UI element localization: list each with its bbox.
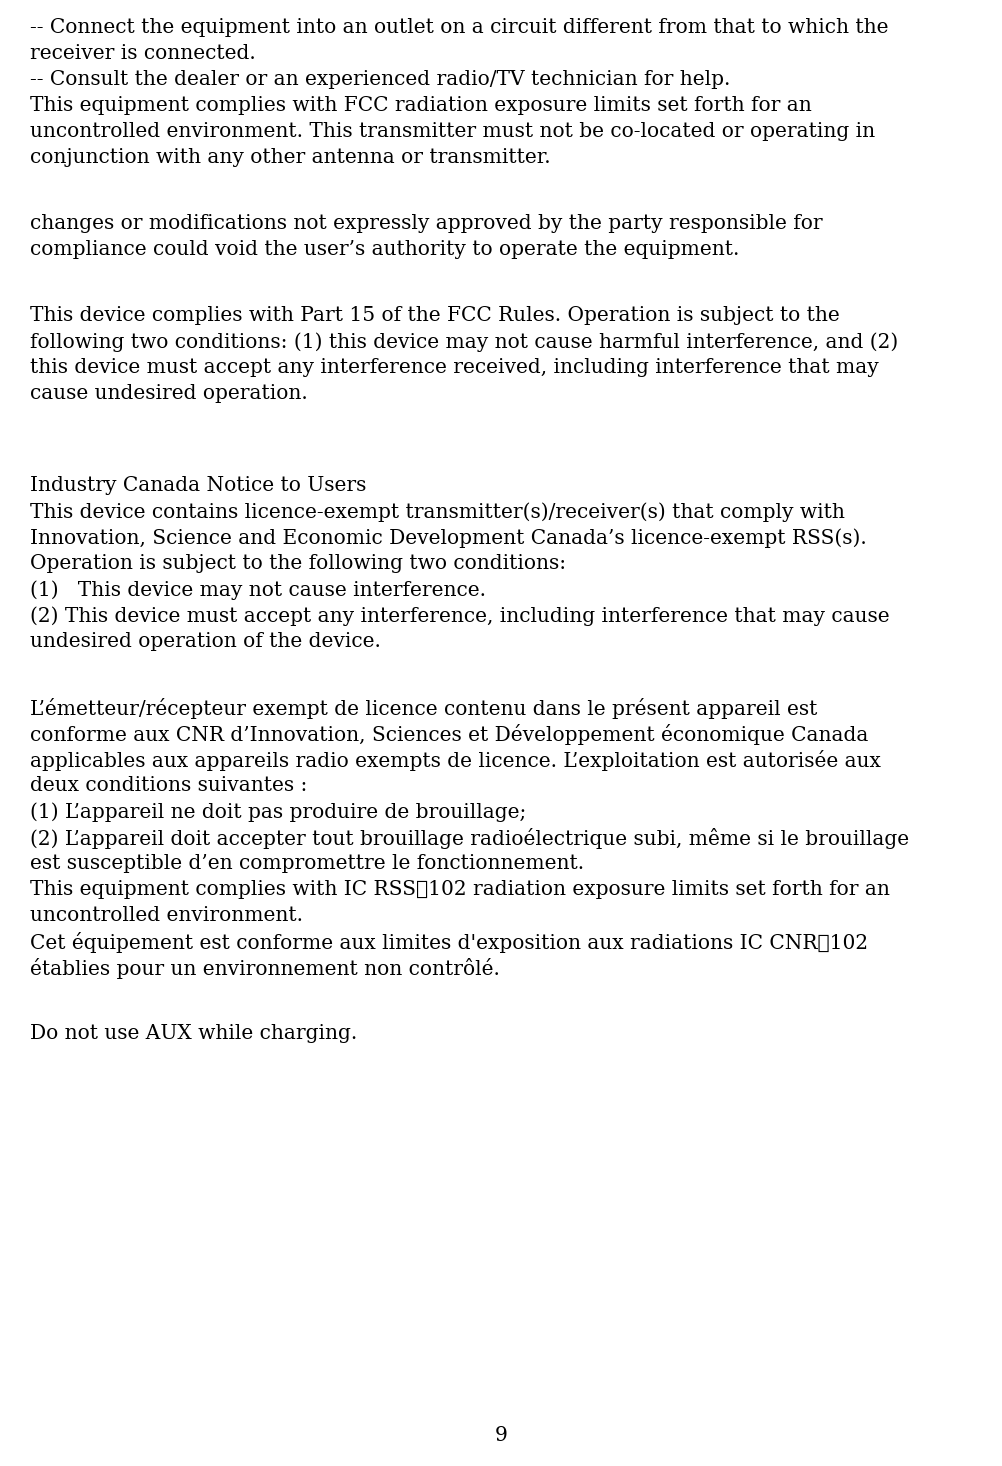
Text: This equipment complies with FCC radiation exposure limits set forth for an: This equipment complies with FCC radiati…: [30, 95, 812, 114]
Text: (1) L’appareil ne doit pas produire de brouillage;: (1) L’appareil ne doit pas produire de b…: [30, 802, 526, 821]
Text: -- Connect the equipment into an outlet on a circuit different from that to whic: -- Connect the equipment into an outlet …: [30, 18, 889, 37]
Text: cause undesired operation.: cause undesired operation.: [30, 384, 308, 403]
Text: (2) L’appareil doit accepter tout brouillage radioélectrique subi, même si le br: (2) L’appareil doit accepter tout brouil…: [30, 828, 909, 849]
Text: following two conditions: (1) this device may not cause harmful interference, an: following two conditions: (1) this devic…: [30, 331, 898, 352]
Text: applicables aux appareils radio exempts de licence. L’exploitation est autorisée: applicables aux appareils radio exempts …: [30, 751, 881, 771]
Text: this device must accept any interference received, including interference that m: this device must accept any interference…: [30, 358, 879, 377]
Text: uncontrolled environment. This transmitter must not be co-located or operating i: uncontrolled environment. This transmitt…: [30, 122, 875, 141]
Text: changes or modifications not expressly approved by the party responsible for: changes or modifications not expressly a…: [30, 214, 823, 233]
Text: (1)   This device may not cause interference.: (1) This device may not cause interferen…: [30, 581, 486, 600]
Text: This equipment complies with IC RSS－102 radiation exposure limits set forth for : This equipment complies with IC RSS－102 …: [30, 880, 890, 899]
Text: est susceptible d’en compromettre le fonctionnement.: est susceptible d’en compromettre le fon…: [30, 855, 584, 872]
Text: deux conditions suivantes :: deux conditions suivantes :: [30, 776, 308, 795]
Text: Operation is subject to the following two conditions:: Operation is subject to the following tw…: [30, 554, 566, 573]
Text: receiver is connected.: receiver is connected.: [30, 44, 256, 63]
Text: L’émetteur/récepteur exempt de licence contenu dans le présent appareil est: L’émetteur/récepteur exempt de licence c…: [30, 698, 818, 718]
Text: -- Consult the dealer or an experienced radio/TV technician for help.: -- Consult the dealer or an experienced …: [30, 70, 730, 89]
Text: Innovation, Science and Economic Development Canada’s licence-exempt RSS(s).: Innovation, Science and Economic Develop…: [30, 528, 867, 548]
Text: établies pour un environnement non contrôlé.: établies pour un environnement non contr…: [30, 957, 500, 979]
Text: This device contains licence-exempt transmitter(s)/receiver(s) that comply with: This device contains licence-exempt tran…: [30, 501, 845, 522]
Text: 9: 9: [495, 1426, 507, 1445]
Text: Cet équipement est conforme aux limites d'exposition aux radiations IC CNR－102: Cet équipement est conforme aux limites …: [30, 932, 868, 953]
Text: (2) This device must accept any interference, including interference that may ca: (2) This device must accept any interfer…: [30, 605, 890, 626]
Text: This device complies with Part 15 of the FCC Rules. Operation is subject to the: This device complies with Part 15 of the…: [30, 306, 840, 325]
Text: Do not use AUX while charging.: Do not use AUX while charging.: [30, 1023, 358, 1042]
Text: uncontrolled environment.: uncontrolled environment.: [30, 906, 303, 925]
Text: conforme aux CNR d’Innovation, Sciences et Développement économique Canada: conforme aux CNR d’Innovation, Sciences …: [30, 724, 869, 745]
Text: compliance could void the user’s authority to operate the equipment.: compliance could void the user’s authori…: [30, 240, 739, 259]
Text: conjunction with any other antenna or transmitter.: conjunction with any other antenna or tr…: [30, 148, 551, 167]
Text: undesired operation of the device.: undesired operation of the device.: [30, 632, 381, 651]
Text: Industry Canada Notice to Users: Industry Canada Notice to Users: [30, 476, 367, 496]
